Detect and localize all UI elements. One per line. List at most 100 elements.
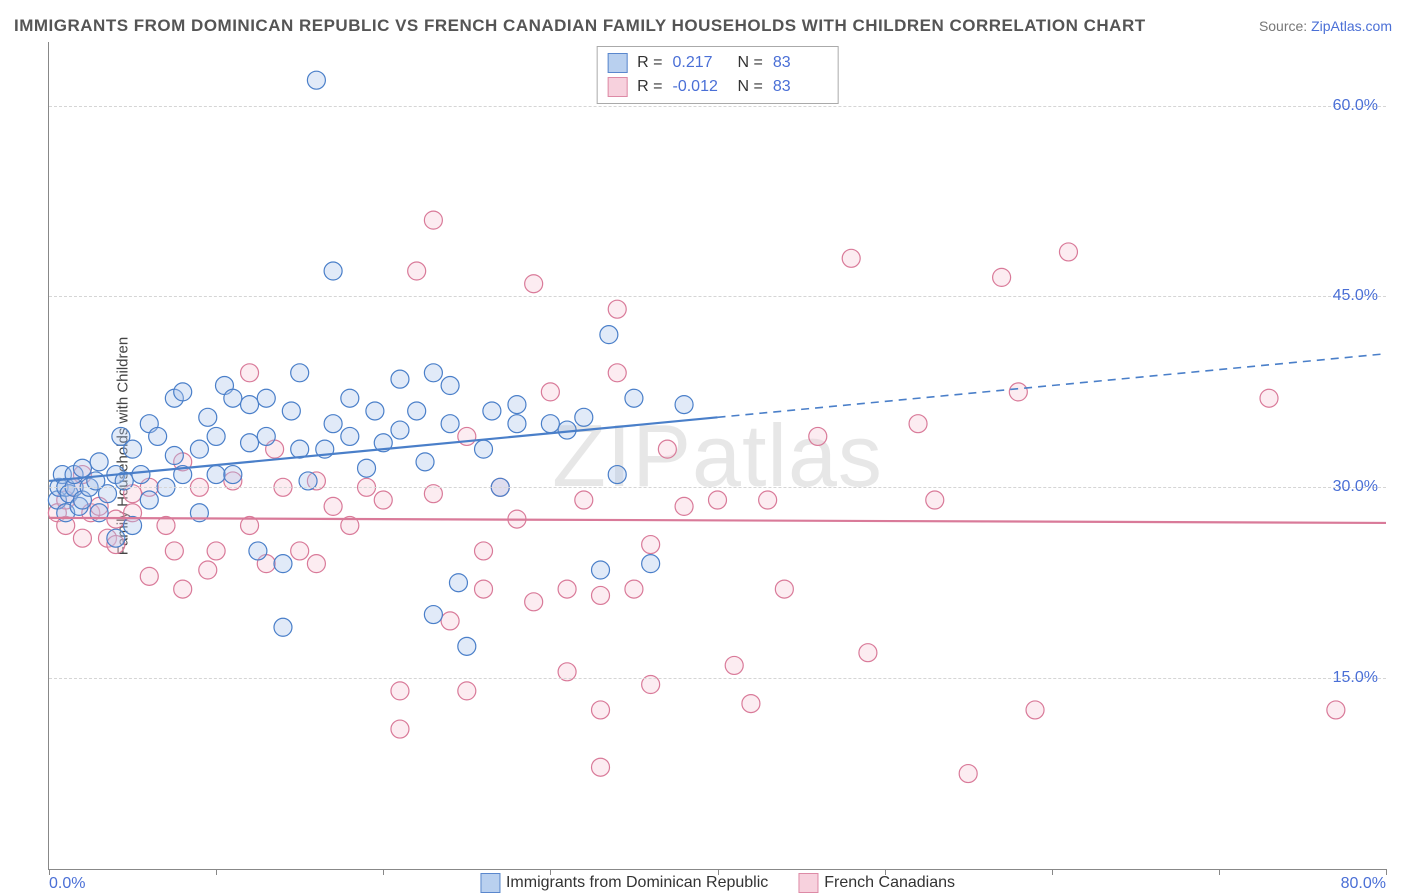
scatter-point-immigrants_dr <box>124 440 142 458</box>
scatter-point-french_canadians <box>742 695 760 713</box>
scatter-point-immigrants_dr <box>642 555 660 573</box>
scatter-point-immigrants_dr <box>274 555 292 573</box>
n-value-series-1: 83 <box>773 54 828 72</box>
scatter-point-immigrants_dr <box>324 262 342 280</box>
scatter-point-french_canadians <box>1327 701 1345 719</box>
series-legend: Immigrants from Dominican Republic Frenc… <box>480 873 955 893</box>
scatter-point-french_canadians <box>1026 701 1044 719</box>
scatter-point-french_canadians <box>458 682 476 700</box>
scatter-point-immigrants_dr <box>608 466 626 484</box>
scatter-point-french_canadians <box>759 491 777 509</box>
scatter-point-immigrants_dr <box>358 459 376 477</box>
n-value-series-2: 83 <box>773 78 828 96</box>
scatter-point-immigrants_dr <box>190 440 208 458</box>
scatter-point-french_canadians <box>608 300 626 318</box>
scatter-point-immigrants_dr <box>508 396 526 414</box>
scatter-point-immigrants_dr <box>341 427 359 445</box>
scatter-point-french_canadians <box>709 491 727 509</box>
scatter-point-immigrants_dr <box>575 408 593 426</box>
scatter-point-immigrants_dr <box>241 434 259 452</box>
scatter-point-immigrants_dr <box>458 637 476 655</box>
scatter-point-immigrants_dr <box>307 71 325 89</box>
source-link[interactable]: ZipAtlas.com <box>1311 18 1392 34</box>
scatter-point-immigrants_dr <box>324 415 342 433</box>
legend-label-series-1: Immigrants from Dominican Republic <box>506 874 768 892</box>
plot-svg-layer <box>49 42 1386 869</box>
n-label: N = <box>738 54 763 72</box>
scatter-point-french_canadians <box>541 383 559 401</box>
scatter-point-french_canadians <box>558 580 576 598</box>
y-tick-label: 45.0% <box>1333 287 1378 305</box>
scatter-point-french_canadians <box>391 720 409 738</box>
scatter-point-immigrants_dr <box>341 389 359 407</box>
scatter-point-french_canadians <box>842 249 860 267</box>
scatter-point-french_canadians <box>859 644 877 662</box>
scatter-point-immigrants_dr <box>424 364 442 382</box>
scatter-point-french_canadians <box>592 586 610 604</box>
scatter-point-immigrants_dr <box>90 453 108 471</box>
scatter-point-french_canadians <box>809 427 827 445</box>
scatter-point-french_canadians <box>608 364 626 382</box>
r-value-series-1: 0.217 <box>673 54 728 72</box>
scatter-point-french_canadians <box>926 491 944 509</box>
scatter-point-immigrants_dr <box>257 427 275 445</box>
x-tick <box>216 869 217 875</box>
scatter-point-immigrants_dr <box>592 561 610 579</box>
x-tick <box>718 869 719 875</box>
r-value-series-2: -0.012 <box>673 78 728 96</box>
legend-swatch-series-1 <box>480 873 500 893</box>
x-tick <box>383 869 384 875</box>
scatter-point-french_canadians <box>73 529 91 547</box>
scatter-point-immigrants_dr <box>600 326 618 344</box>
source-attribution: Source: ZipAtlas.com <box>1259 18 1392 34</box>
scatter-point-immigrants_dr <box>366 402 384 420</box>
scatter-point-immigrants_dr <box>107 529 125 547</box>
scatter-point-french_canadians <box>1059 243 1077 261</box>
trendline-dash-immigrants_dr <box>718 354 1387 418</box>
scatter-point-french_canadians <box>391 682 409 700</box>
scatter-point-french_canadians <box>675 497 693 515</box>
scatter-point-french_canadians <box>165 542 183 560</box>
scatter-point-immigrants_dr <box>132 466 150 484</box>
scatter-point-french_canadians <box>307 555 325 573</box>
scatter-point-french_canadians <box>408 262 426 280</box>
scatter-point-french_canadians <box>441 612 459 630</box>
title-bar: IMMIGRANTS FROM DOMINICAN REPUBLIC VS FR… <box>14 16 1392 36</box>
scatter-point-immigrants_dr <box>207 466 225 484</box>
r-label: R = <box>637 54 662 72</box>
scatter-point-immigrants_dr <box>174 383 192 401</box>
x-axis-end-label: 0.0% <box>49 875 85 893</box>
scatter-point-immigrants_dr <box>207 427 225 445</box>
scatter-point-french_canadians <box>291 542 309 560</box>
x-tick <box>885 869 886 875</box>
correlation-legend-row: R = -0.012 N = 83 <box>607 75 828 99</box>
scatter-point-immigrants_dr <box>391 370 409 388</box>
scatter-point-immigrants_dr <box>249 542 267 560</box>
scatter-point-immigrants_dr <box>416 453 434 471</box>
scatter-point-immigrants_dr <box>541 415 559 433</box>
scatter-point-french_canadians <box>592 701 610 719</box>
scatter-point-immigrants_dr <box>625 389 643 407</box>
scatter-point-immigrants_dr <box>391 421 409 439</box>
scatter-point-french_canadians <box>174 580 192 598</box>
scatter-point-immigrants_dr <box>282 402 300 420</box>
x-tick <box>550 869 551 875</box>
correlation-legend-row: R = 0.217 N = 83 <box>607 51 828 75</box>
scatter-point-french_canadians <box>642 536 660 554</box>
scatter-point-french_canadians <box>1009 383 1027 401</box>
scatter-point-french_canadians <box>525 593 543 611</box>
scatter-point-french_canadians <box>199 561 217 579</box>
scatter-point-immigrants_dr <box>291 364 309 382</box>
scatter-point-immigrants_dr <box>149 427 167 445</box>
scatter-point-french_canadians <box>575 491 593 509</box>
gridline-h <box>49 296 1386 297</box>
scatter-point-french_canadians <box>959 765 977 783</box>
scatter-point-french_canadians <box>993 268 1011 286</box>
scatter-point-french_canadians <box>374 491 392 509</box>
legend-label-series-2: French Canadians <box>824 874 955 892</box>
y-tick-label: 15.0% <box>1333 669 1378 687</box>
scatter-point-immigrants_dr <box>508 415 526 433</box>
scatter-point-immigrants_dr <box>675 396 693 414</box>
scatter-point-immigrants_dr <box>475 440 493 458</box>
scatter-point-french_canadians <box>909 415 927 433</box>
